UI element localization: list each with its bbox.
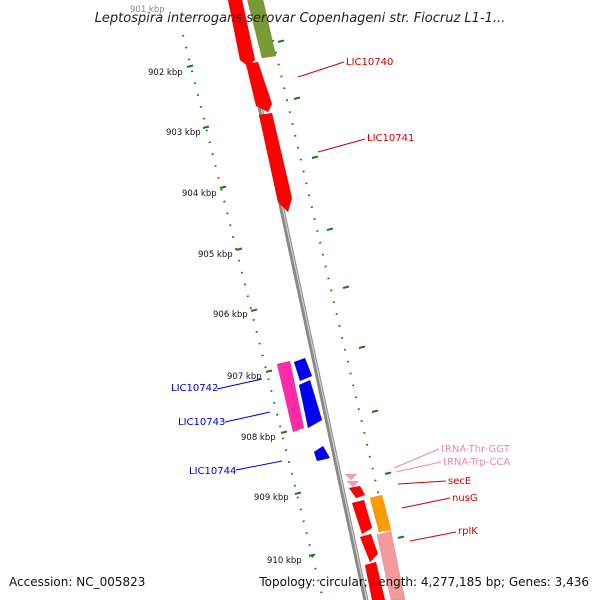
gene-label-lic10742[interactable]: LIC10742 bbox=[171, 383, 218, 394]
kbp-tick-outer bbox=[397, 535, 405, 539]
map-title: Leptospira interrogans serovar Copenhage… bbox=[95, 11, 506, 26]
kbp-tick-outer bbox=[311, 155, 319, 159]
accession-text: Accession: NC_005823 bbox=[9, 575, 145, 589]
gene-label-rplk[interactable]: rplK bbox=[458, 526, 478, 537]
gene-label-lic10741[interactable]: LIC10741 bbox=[367, 133, 414, 144]
kbp-tick-inner bbox=[250, 308, 258, 312]
label-leader-line bbox=[297, 61, 345, 78]
gene-arrow-trna-thr bbox=[344, 473, 358, 481]
label-leader-line bbox=[235, 460, 283, 471]
kbp-label-910: 910 kbp bbox=[267, 556, 302, 566]
gene-arrow-salmon bbox=[376, 530, 406, 600]
kbp-label-904: 904 kbp bbox=[182, 189, 217, 199]
label-leader-line bbox=[393, 448, 440, 469]
kbp-label-906: 906 kbp bbox=[213, 310, 248, 320]
label-leader-line bbox=[401, 497, 451, 509]
label-leader-line bbox=[317, 138, 366, 153]
label-leader-line bbox=[216, 378, 263, 390]
kbp-label-903: 903 kbp bbox=[166, 128, 201, 138]
gene-arrow-pink-lic10742 bbox=[276, 360, 305, 433]
gene-label-nusg[interactable]: nusG bbox=[452, 493, 478, 504]
kbp-tick-outer bbox=[371, 409, 379, 413]
gene-label-trna-trp[interactable]: tRNA-Trp-CCA bbox=[443, 457, 510, 468]
gene-arrow-trna-trp bbox=[346, 480, 360, 488]
topology-summary: Topology: circular; Length: 4,277,185 bp… bbox=[258, 575, 589, 589]
kbp-tick-outer bbox=[342, 285, 350, 289]
gene-arrow-red-nusg bbox=[351, 499, 373, 535]
gene-arrow-orange bbox=[369, 494, 392, 533]
gene-arrow-blue-lic10743 bbox=[298, 379, 323, 429]
kbp-tick-outer bbox=[277, 39, 285, 43]
kbp-label-901: 901 kbp bbox=[130, 5, 165, 15]
kbp-label-907: 907 kbp bbox=[227, 372, 262, 382]
gene-label-lic10743[interactable]: LIC10743 bbox=[178, 417, 225, 428]
label-leader-line bbox=[224, 411, 271, 423]
gene-arrow-red-rplk bbox=[359, 533, 379, 563]
gene-features bbox=[227, 0, 406, 600]
kbp-tick-outer bbox=[326, 227, 334, 231]
gene-arrow-red-bottom bbox=[364, 561, 386, 600]
kbp-tick-inner bbox=[308, 553, 316, 557]
kbp-tick-outer bbox=[358, 345, 366, 349]
label-leaders bbox=[216, 61, 457, 542]
kbp-label-909: 909 kbp bbox=[254, 493, 289, 503]
kbp-tick-outer bbox=[293, 96, 301, 100]
kbp-label-902: 902 kbp bbox=[148, 68, 183, 78]
gene-arrow-red-sece bbox=[348, 485, 366, 499]
kbp-tick-inner bbox=[265, 369, 273, 373]
kbp-label-905: 905 kbp bbox=[198, 250, 233, 260]
kbp-tick-inner bbox=[186, 64, 194, 68]
gene-arrow-red-lic10741 bbox=[258, 112, 293, 213]
gene-label-sece[interactable]: secE bbox=[448, 476, 471, 487]
gene-labels: LIC10740 LIC10741 LIC10742 LIC10743 LIC1… bbox=[171, 57, 511, 537]
label-leader-line bbox=[397, 480, 447, 485]
kbp-tick-inner bbox=[202, 125, 210, 129]
kbp-tick-inner bbox=[235, 247, 243, 251]
label-leader-line bbox=[395, 461, 442, 473]
gene-arrow-olive bbox=[246, 0, 277, 59]
kbp-label-908: 908 kbp bbox=[241, 433, 276, 443]
kbp-tick-inner bbox=[219, 185, 227, 189]
gene-label-trna-thr[interactable]: tRNA-Thr-GGT bbox=[441, 444, 511, 455]
kbp-tick-outer bbox=[384, 471, 392, 475]
gene-arrow-red-top bbox=[227, 0, 256, 67]
kbp-labels: 901 kbp 902 kbp 903 kbp 904 kbp 905 kbp … bbox=[130, 5, 302, 566]
kbp-ticks bbox=[186, 39, 405, 557]
gene-label-lic10740[interactable]: LIC10740 bbox=[346, 57, 393, 68]
tick-dots bbox=[182, 34, 402, 594]
gene-arrow-red-lic10740 bbox=[245, 61, 273, 113]
label-leader-line bbox=[409, 531, 457, 542]
kbp-tick-inner bbox=[294, 491, 302, 495]
gene-label-lic10744[interactable]: LIC10744 bbox=[189, 466, 236, 477]
kbp-tick-inner bbox=[280, 430, 288, 434]
gene-arrow-blue-small bbox=[293, 357, 313, 382]
gene-arrow-blue-lic10744 bbox=[313, 445, 331, 462]
